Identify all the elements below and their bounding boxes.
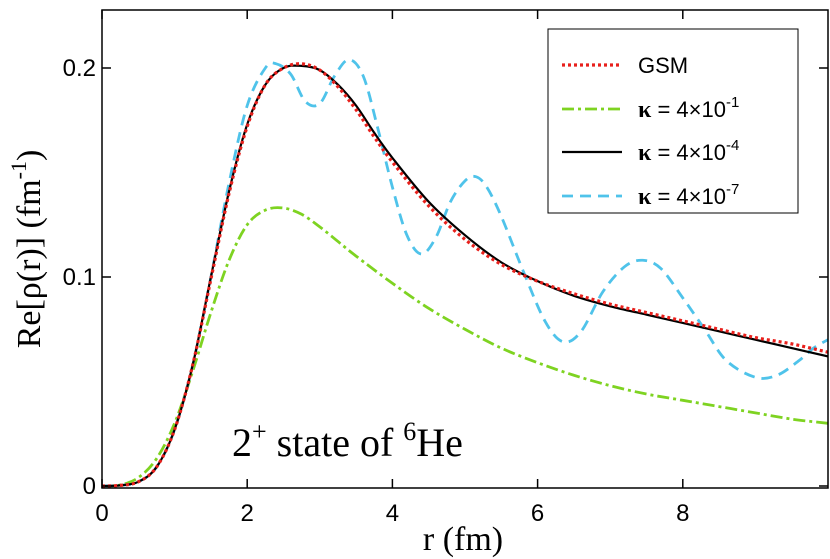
annotation-mass-number: 6 [403, 417, 416, 446]
annotation-state-of: state of [267, 420, 404, 465]
y-axis-title-sup: -1 [6, 161, 31, 179]
series-line-0 [102, 62, 828, 488]
legend-label-3: κ = 4×10-7 [638, 181, 739, 210]
x-axis-title: r (fm) [423, 521, 503, 558]
y-axis-title: Re[ρ(r)] (fm-1) [6, 150, 48, 349]
legend-label-0: GSM [638, 53, 688, 78]
annotation-two: 2 [232, 420, 252, 465]
legend-box [547, 28, 799, 214]
series-layer [102, 58, 828, 488]
x-tick-label: 4 [386, 500, 399, 527]
x-tick-label: 6 [531, 500, 544, 527]
x-tick-label: 8 [676, 500, 689, 527]
y-tick-label: 0.2 [63, 55, 96, 82]
y-axis-title-main: Re[ρ(r)] (fm [11, 179, 48, 348]
y-tick-label: 0 [83, 473, 96, 500]
plot-frame [101, 9, 829, 489]
series-line-1 [102, 206, 828, 488]
legend-label-2: κ = 4×10-4 [638, 137, 739, 166]
state-annotation: 2+ state of 6He [232, 417, 463, 465]
legend-entries: GSM κ = 4×10-1 κ = 4×10-4 κ = 4×10-7 [562, 53, 739, 210]
legend-label-1: κ = 4×10-1 [638, 94, 739, 123]
x-tick-label: 2 [241, 500, 254, 527]
y-tick-label: 0.1 [63, 264, 96, 291]
x-tick-label: 0 [95, 500, 108, 527]
legend: GSM κ = 4×10-1 κ = 4×10-4 κ = 4×10-7 [547, 28, 799, 214]
axis-ticks: 0 2 4 6 8 0 0.1 0.2 [63, 10, 828, 527]
series-line-3 [102, 58, 828, 488]
annotation-element: He [416, 420, 463, 465]
annotation-plus: + [252, 417, 267, 446]
series-line-2 [102, 64, 828, 488]
y-axis-title-close: ) [11, 150, 48, 161]
